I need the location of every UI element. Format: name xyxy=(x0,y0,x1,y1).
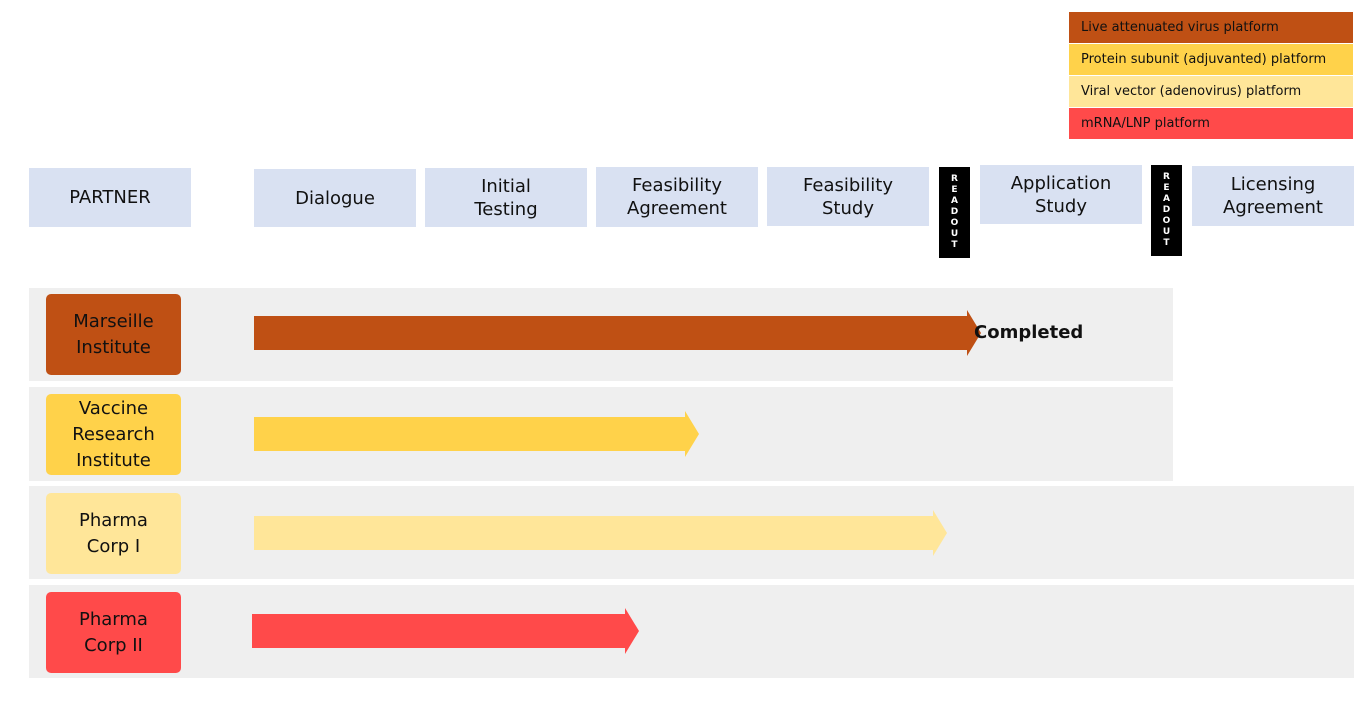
progress-arrow-vaccine-research xyxy=(254,411,699,457)
readout-label-2: READOUT xyxy=(1161,172,1172,249)
progress-arrow-pharma-corp-1 xyxy=(254,510,947,556)
status-label-marseille: Completed xyxy=(974,322,1084,343)
partner-pharma-corp-2: Pharma Corp II xyxy=(46,592,181,673)
header-stage-application-study: Application Study xyxy=(980,165,1142,224)
header-stage-feasibility-study: Feasibility Study xyxy=(767,167,929,226)
progress-arrow-pharma-corp-2 xyxy=(252,608,639,654)
readout-label-1: READOUT xyxy=(949,174,960,251)
legend: Live attenuated virus platform Protein s… xyxy=(1069,12,1353,140)
partner-marseille-institute: Marseille Institute xyxy=(46,294,181,375)
legend-item-viral-vector: Viral vector (adenovirus) platform xyxy=(1069,76,1353,108)
header-stage-dialogue: Dialogue xyxy=(254,169,416,227)
legend-item-mrna-lnp: mRNA/LNP platform xyxy=(1069,108,1353,140)
legend-item-live-attenuated: Live attenuated virus platform xyxy=(1069,12,1353,44)
legend-item-protein-subunit: Protein subunit (adjuvanted) platform xyxy=(1069,44,1353,76)
partner-pharma-corp-1: Pharma Corp I xyxy=(46,493,181,574)
partner-vaccine-research-institute: Vaccine Research Institute xyxy=(46,394,181,475)
progress-arrow-marseille xyxy=(254,310,981,356)
header-stage-licensing-agreement: Licensing Agreement xyxy=(1192,166,1354,226)
header-stage-initial-testing: Initial Testing xyxy=(425,168,587,227)
header-partner: PARTNER xyxy=(29,168,191,227)
row-background-pharma-corp-2 xyxy=(29,585,1354,678)
readout-marker-1: READOUT xyxy=(939,167,970,258)
readout-marker-2: READOUT xyxy=(1151,165,1182,256)
header-stage-feasibility-agreement: Feasibility Agreement xyxy=(596,167,758,227)
